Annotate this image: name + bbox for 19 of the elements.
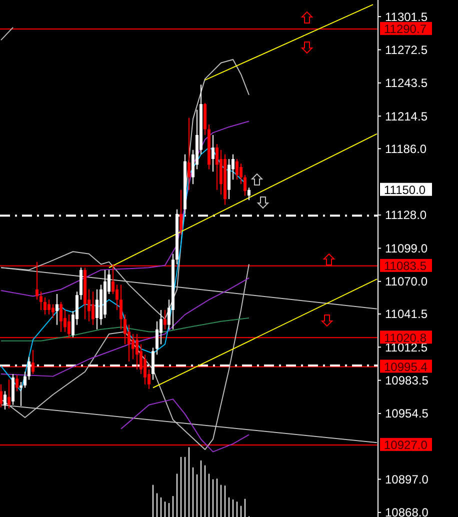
y-tick-label: 11128.0 xyxy=(385,208,427,222)
y-tick-label: 11070.0 xyxy=(385,274,428,289)
y-tick-label: 11301.5 xyxy=(385,10,428,24)
text: 11150.0 xyxy=(384,183,426,198)
ref-line-label: 11290.7 xyxy=(384,22,427,36)
y-tick-label: 10897.0 xyxy=(385,472,429,486)
ref-line-label: 10927.0 xyxy=(384,438,428,452)
y-tick-label: 11099.0 xyxy=(385,241,428,256)
y-tick-label: 10954.5 xyxy=(385,406,429,421)
y-tick-label: 10868.0 xyxy=(385,506,429,517)
y-tick-label: 10983.5 xyxy=(385,374,429,388)
y-tick-label: 11272.5 xyxy=(385,42,428,57)
y-tick-label: 11214.5 xyxy=(385,109,428,124)
ref-line-label: 11020.8 xyxy=(384,330,427,345)
y-tick-label: 11186.0 xyxy=(385,142,427,156)
ref-line-label: 11083.5 xyxy=(384,259,427,274)
ref-line-label: 10995.4 xyxy=(384,360,428,374)
y-tick-label: 11041.5 xyxy=(385,307,428,322)
y-tick-label: 11243.5 xyxy=(385,76,428,90)
